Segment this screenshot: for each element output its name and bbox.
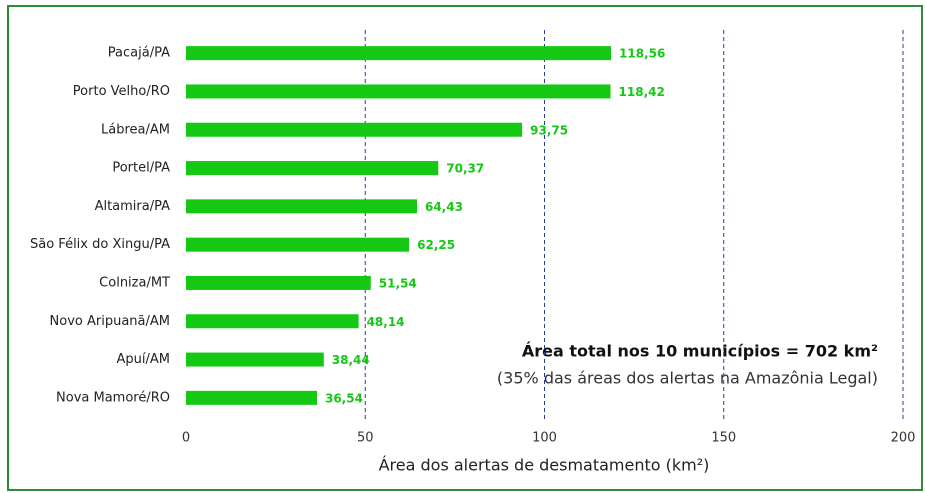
bar bbox=[186, 275, 371, 290]
value-label: 93,75 bbox=[530, 123, 568, 137]
bar bbox=[186, 161, 439, 176]
value-label: 51,54 bbox=[379, 276, 417, 290]
bar bbox=[186, 390, 317, 405]
bar bbox=[186, 122, 523, 137]
value-label: 118,42 bbox=[619, 85, 665, 99]
bar bbox=[186, 46, 612, 61]
frame bbox=[7, 5, 923, 491]
value-label: 64,43 bbox=[425, 200, 463, 214]
y-tick-label: Novo Aripuanã/AM bbox=[50, 314, 170, 329]
x-axis-label: Área dos alertas de desmatamento (km²) bbox=[379, 456, 710, 475]
y-tick-label: São Félix do Xingu/PA bbox=[30, 237, 170, 252]
x-tick-label: 150 bbox=[711, 431, 736, 446]
value-label: 118,56 bbox=[619, 47, 665, 61]
value-label: 36,54 bbox=[325, 391, 363, 405]
x-tick-label: 100 bbox=[532, 431, 557, 446]
y-tick-label: Apuí/AM bbox=[117, 352, 171, 367]
annotation: (35% das áreas dos alertas na Amazônia L… bbox=[497, 369, 878, 388]
x-tick-label: 0 bbox=[182, 431, 190, 446]
y-tick-label: Nova Mamoré/RO bbox=[56, 390, 170, 405]
bar bbox=[186, 237, 410, 252]
x-tick-label: 200 bbox=[891, 431, 916, 446]
bar bbox=[186, 314, 359, 329]
bar bbox=[186, 199, 417, 214]
annotation: Área total nos 10 municípios = 702 km² bbox=[522, 342, 878, 361]
y-tick-label: Lábrea/AM bbox=[101, 122, 170, 137]
y-tick-label: Altamira/PA bbox=[95, 199, 171, 214]
x-tick-label: 50 bbox=[357, 431, 374, 446]
value-label: 48,14 bbox=[367, 315, 405, 329]
value-label: 62,25 bbox=[417, 238, 455, 252]
y-tick-label: Porto Velho/RO bbox=[73, 84, 170, 99]
y-tick-label: Pacajá/PA bbox=[108, 46, 170, 61]
value-label: 38,44 bbox=[332, 353, 370, 367]
bar bbox=[186, 84, 611, 99]
y-tick-label: Portel/PA bbox=[112, 161, 170, 176]
value-label: 70,37 bbox=[446, 162, 484, 176]
bar bbox=[186, 352, 324, 367]
y-tick-label: Colniza/MT bbox=[99, 275, 170, 290]
